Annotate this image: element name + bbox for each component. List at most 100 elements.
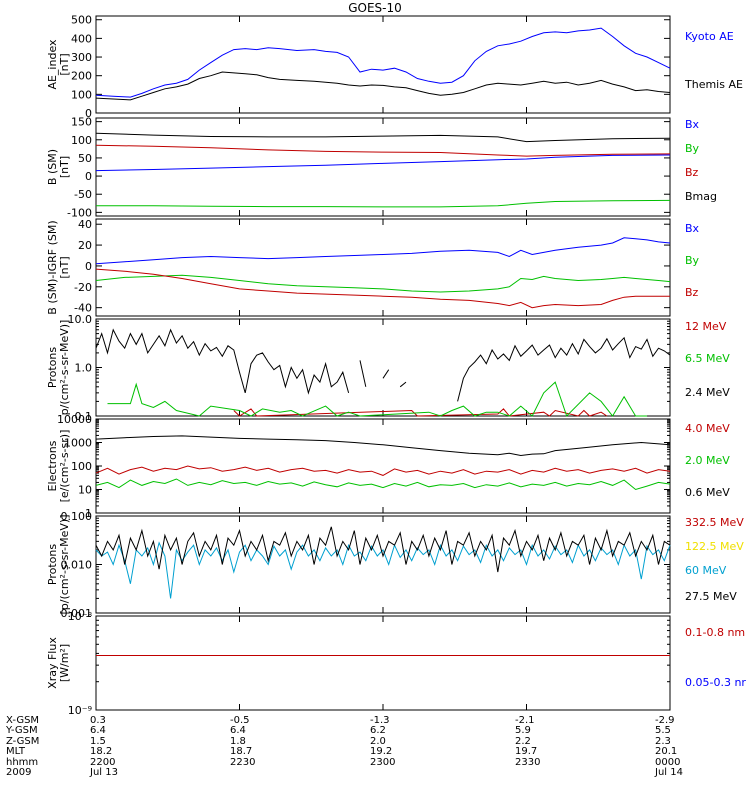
- y-axis-label: p/(cm²-s-sr-MeV)]: [58, 320, 71, 416]
- orbit-value: [515, 768, 540, 778]
- orbit-value: 18.7: [230, 746, 253, 758]
- orbit-value: -2.9: [655, 715, 675, 726]
- legend-entry: 60 MeV: [685, 564, 727, 577]
- series-line-60-mev: [95, 541, 671, 599]
- orbit-value: 2230: [230, 756, 256, 768]
- legend-entry: Bz: [685, 166, 699, 179]
- y-tick-label: 10.0: [68, 313, 93, 326]
- y-tick-label: 40: [78, 218, 92, 231]
- legend-entry: 12 MeV: [685, 320, 727, 333]
- orbit-label-hhmm: hhmm: [6, 756, 39, 768]
- y-axis-label: Protons: [46, 544, 59, 585]
- series-line-bz: [95, 144, 671, 157]
- y-tick-label: 1: [85, 507, 92, 520]
- orbit-column-4: -2.1 5.9 2.2 19.7 2330: [515, 715, 540, 778]
- y-tick-label: 0.010: [61, 559, 93, 572]
- orbit-value: [370, 768, 395, 778]
- legend-entry: Bx: [685, 118, 700, 131]
- orbit-value: [230, 768, 255, 778]
- y-tick-label: 10⁻⁹: [68, 704, 92, 716]
- legend-entry: 0.05-0.3 nr: [685, 676, 746, 689]
- y-tick-label: 0.001: [61, 607, 93, 620]
- orbit-value: 2.0: [370, 735, 386, 747]
- orbit-label-mlt: MLT: [6, 746, 25, 758]
- orbit-column-2: -0.5 6.4 1.8 18.7 2230: [230, 715, 256, 778]
- y-tick-label: 1000: [64, 437, 92, 450]
- y-axis-label: Protons: [46, 347, 59, 388]
- y-tick-label: 100: [71, 134, 92, 147]
- y-axis-label: [p/(cm²-s-sr-MeV)]: [58, 515, 71, 615]
- y-tick-label: -100: [67, 206, 92, 219]
- y-axis-label: AE_index: [46, 39, 59, 90]
- series-line-4-0-mev: [95, 465, 671, 476]
- y-axis-label: Electrons: [46, 440, 59, 491]
- series-line-2-0-mev: [95, 478, 671, 491]
- y-tick-label: 200: [71, 70, 92, 83]
- orbit-value: 2.2: [515, 735, 531, 747]
- legend-entry: 6.5 MeV: [685, 352, 730, 365]
- orbit-row-labels: X-GSM Y-GSM Z-GSM MLT hhmm 2009: [6, 715, 40, 778]
- orbit-value: 0000: [655, 756, 681, 768]
- y-tick-label: 100: [71, 460, 92, 473]
- legend-entry: 0.6 MeV: [685, 486, 730, 499]
- orbit-value: 2300: [370, 756, 396, 768]
- y-axis-label: Xray Flux: [46, 637, 59, 689]
- series-line-bx: [95, 237, 671, 265]
- y-tick-label: 1.0: [75, 362, 93, 375]
- panel-frame: [95, 318, 671, 417]
- orbit-label-year: 2009: [6, 766, 32, 778]
- series-line-27-5-mev: [95, 526, 671, 573]
- y-tick-label: 0: [85, 107, 92, 120]
- y-tick-label: 20: [78, 239, 92, 252]
- series-line-by: [95, 274, 671, 293]
- orbit-value: 2200: [90, 756, 116, 768]
- orbit-column-1: 0.3 6.4 1.5 18.2 2200 Jul 13: [90, 715, 118, 778]
- legend-entry: 0.1-0.8 nm: [685, 626, 745, 639]
- y-tick-label: 0: [85, 170, 92, 183]
- y-tick-label: 300: [71, 51, 92, 64]
- chart-title: GOES-10: [348, 1, 402, 15]
- y-axis-label: [nT]: [58, 53, 71, 75]
- orbit-value: 19.2: [370, 746, 393, 758]
- series-line-6-5-mev: [107, 381, 647, 417]
- y-tick-label: 400: [71, 32, 92, 45]
- orbit-column-3: -1.3 6.2 2.0 19.2 2300: [370, 715, 396, 778]
- legend-entry: Bz: [685, 286, 699, 299]
- legend-entry: 4.0 MeV: [685, 422, 730, 435]
- legend-entry: Bx: [685, 222, 700, 235]
- legend-entry: 2.4 MeV: [685, 386, 730, 399]
- orbit-value: 1.8: [230, 735, 246, 747]
- orbit-value: 20.1: [655, 746, 678, 758]
- orbit-value: 0.3: [90, 715, 106, 726]
- y-axis-label: [e/(cm²-s-sr)]: [58, 430, 71, 503]
- orbit-value: Jul 13: [90, 766, 118, 778]
- orbit-value: 6.4: [90, 725, 106, 737]
- legend-entry: 2.0 MeV: [685, 454, 730, 467]
- legend-entry: Themis AE: [684, 78, 743, 91]
- orbit-value: 6.2: [370, 725, 386, 737]
- orbit-value: 19.7: [515, 746, 538, 758]
- orbit-label-x: X-GSM: [6, 715, 40, 726]
- y-tick-label: 10⁻⁸: [68, 610, 93, 623]
- legend-entry: Bmag: [685, 190, 717, 203]
- orbit-value: Jul 14: [655, 766, 683, 778]
- orbit-value: -2.1: [515, 715, 535, 726]
- panel-frame: [95, 615, 671, 711]
- y-tick-label: 0.1: [75, 410, 93, 423]
- panel-frame: [95, 218, 671, 317]
- legend-entry: 332.5 MeV: [685, 516, 744, 529]
- orbit-value: 2.3: [655, 735, 671, 747]
- y-tick-label: 50: [78, 152, 92, 165]
- y-tick-label: 0: [85, 260, 92, 273]
- y-tick-label: -40: [74, 302, 92, 315]
- panel-frame: [95, 418, 671, 514]
- orbit-value: -1.3: [370, 715, 390, 726]
- orbit-table: X-GSM Y-GSM Z-GSM MLT hhmm 2009 0.3 6.4 …: [0, 715, 750, 800]
- orbit-value: 1.5: [90, 735, 106, 747]
- y-axis-label: [W/m²]: [58, 644, 71, 682]
- y-axis-label: B (SM): [46, 149, 59, 185]
- orbit-value: 6.4: [230, 725, 246, 737]
- legend-entry: 122.5 MeV: [685, 540, 744, 553]
- series-line-by: [96, 199, 671, 208]
- y-axis-label: [nT]: [58, 156, 71, 178]
